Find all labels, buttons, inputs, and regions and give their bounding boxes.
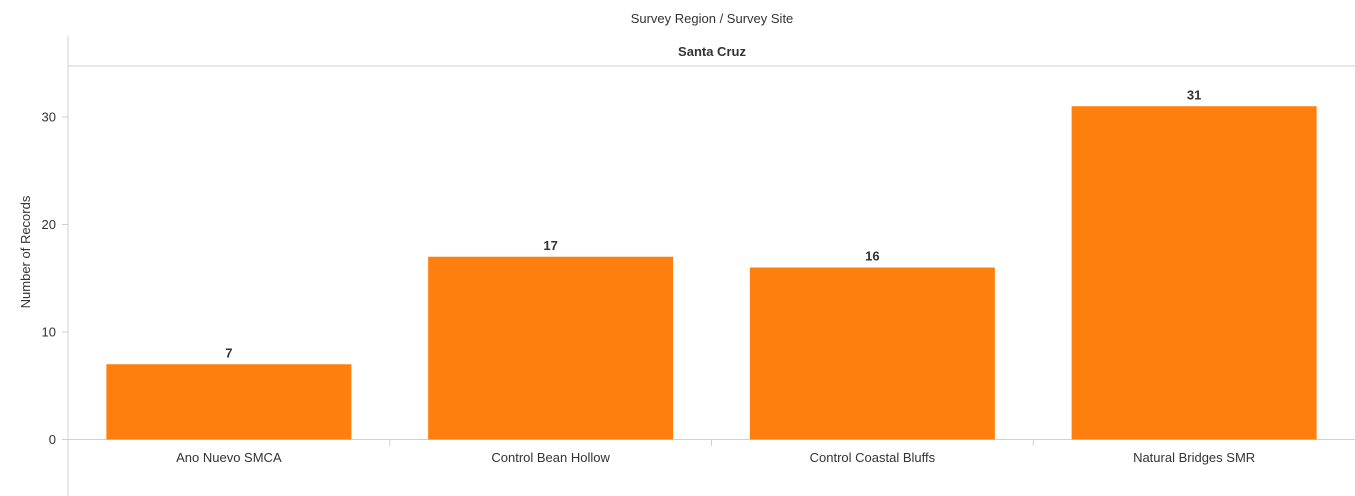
bar[interactable] — [749, 267, 995, 440]
y-tick-label: 30 — [42, 110, 56, 125]
bar[interactable] — [1071, 106, 1317, 440]
data-label: 17 — [543, 238, 557, 253]
pane-title: Santa Cruz — [678, 44, 746, 59]
y-tick-label: 10 — [42, 325, 56, 340]
x-category-label: Control Bean Hollow — [491, 450, 610, 465]
y-tick-label: 20 — [42, 217, 56, 232]
x-category-label: Natural Bridges SMR — [1133, 450, 1255, 465]
data-label: 7 — [225, 345, 232, 360]
data-label: 16 — [865, 249, 879, 264]
bar[interactable] — [428, 256, 674, 440]
bars: 7 17 16 31 — [106, 87, 1317, 440]
header-title: Survey Region / Survey Site — [631, 11, 794, 26]
y-axis-label: Number of Records — [18, 195, 33, 308]
data-label: 31 — [1187, 87, 1201, 102]
x-category-label: Control Coastal Bluffs — [810, 450, 936, 465]
y-ticks: 0 10 20 30 — [42, 110, 68, 447]
x-category-label: Ano Nuevo SMCA — [176, 450, 282, 465]
x-ticks: Ano Nuevo SMCA Control Bean Hollow Control… — [176, 440, 1255, 465]
bar[interactable] — [106, 364, 352, 440]
y-tick-label: 0 — [49, 432, 56, 447]
